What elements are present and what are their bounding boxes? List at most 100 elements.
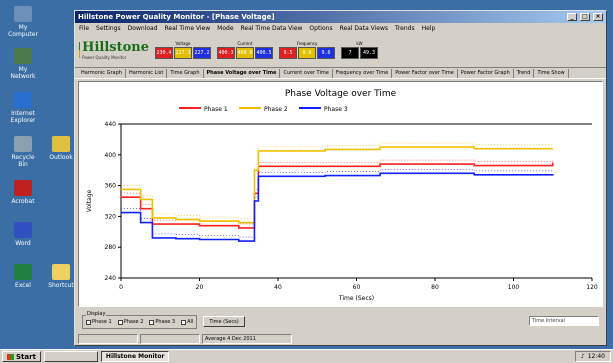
desktop-icon-0[interactable]: My Computer [6,6,40,38]
series-line-1 [121,146,553,224]
meter-group-label: Frequency [296,41,318,46]
meter-readout: 9.6 [317,47,335,59]
checkbox-box[interactable] [86,319,91,325]
meter-readout: 230.4 [155,47,173,59]
tab-9[interactable]: Time Show [534,68,569,78]
status-cell-2 [140,334,200,344]
tab-6[interactable]: Power Factor over Time [392,68,458,78]
menu-item-5[interactable]: Real Time Data View [240,24,303,32]
desktop-app-icon [14,92,32,108]
menu-item-0[interactable]: File [79,24,90,32]
menu-item-3[interactable]: Real Time View [164,24,211,32]
menu-item-2[interactable]: Download [127,24,158,32]
display-checkbox-3[interactable]: All [181,319,193,325]
tab-5[interactable]: Frequency over Time [333,68,393,78]
menu-item-8[interactable]: Trends [395,24,415,32]
checkbox-box[interactable] [117,319,123,325]
time-interval-field[interactable]: Time Interval [529,316,599,326]
maximize-button[interactable]: □ [580,13,590,21]
chart-panel: Phase Voltage over Time Phase 1 Phase 2 Pha… [78,81,603,307]
y-tick-label-2: 320 [105,213,117,220]
logo-icon [79,42,81,58]
tab-7[interactable]: Power Factor Graph [458,68,514,78]
chart-title: Phase Voltage over Time [285,89,397,99]
tab-3[interactable]: Phase Voltage over Time [204,68,281,78]
meter-readout: 400.5 [255,47,273,59]
minimize-button[interactable]: _ [567,13,577,21]
desktop-icon-3[interactable]: Recycle Bin [6,136,40,168]
close-button[interactable]: × [593,13,603,21]
meter-readout: 49.3 [360,47,378,59]
start-button[interactable]: Start [2,351,41,362]
title-bar: Hillstone Power Quality Monitor - [Phase… [75,11,606,23]
checkbox-label: Phase 2 [123,319,144,325]
menu-item-1[interactable]: Settings [96,24,121,32]
desktop-icon-2[interactable]: Internet Explorer [6,92,40,124]
tab-0[interactable]: Harmonic Graph [78,68,126,78]
desktop-app-icon [14,180,32,196]
desktop-icon-label: Acrobat [11,198,35,205]
display-group-title: Display [86,311,107,317]
meter-row: 9.5 9.8 9.6 [279,47,335,59]
tab-4[interactable]: Current over Time [280,68,333,78]
desktop-icon-5[interactable]: Acrobat [6,180,40,205]
menu-item-9[interactable]: Help [421,24,436,32]
display-checkbox-0[interactable]: Phase 1 [86,319,112,325]
start-label: Start [16,352,36,361]
taskbar-button-hillstone[interactable]: Hillstone Monitor [100,351,170,362]
status-cell-3: Average 4 Dec 2011 [202,334,292,344]
checkbox-label: Phase 3 [155,319,176,325]
x-tick-label-0: 0 [119,284,123,291]
display-checkbox-2[interactable]: Phase 3 [149,319,175,325]
y-axis-label: Voltage [86,189,93,212]
checkbox-box[interactable] [181,319,187,325]
tab-2[interactable]: Time Graph [167,68,204,78]
desktop-icon-8[interactable]: Shortcut [44,264,78,289]
display-checkbox-1[interactable]: Phase 2 [117,319,144,325]
time-button[interactable]: Time (Secs) [203,316,245,327]
meter-group-3: kW 7 49.3 [341,41,378,59]
window-title: Hillstone Power Quality Monitor - [Phase… [78,13,275,21]
desktop-icon-4[interactable]: Outlook [44,136,78,161]
meter-readout: 9.5 [279,47,297,59]
desktop-app-icon [14,222,32,238]
meter-group-label: kW [356,41,363,46]
legend-label-1: Phase 2 [264,106,288,113]
meter-readout: 9.8 [298,47,316,59]
meter-readout: 7 [341,47,359,59]
desktop-icon-7[interactable]: Excel [6,264,40,289]
view-tab-bar: Harmonic Graph Harmonic List Time Graph Pha… [75,67,606,79]
desktop-icon-label: Outlook [49,154,73,161]
desktop-icon-label: Shortcut [48,282,74,289]
tab-1[interactable]: Harmonic List [126,68,168,78]
x-tick-label-2: 40 [274,284,282,291]
desktop-icon-6[interactable]: Word [6,222,40,247]
legend-label-0: Phase 1 [204,106,228,113]
menu-item-4[interactable]: Mode [217,24,234,32]
y-tick-label-1: 280 [105,244,117,251]
series-trace-0 [121,158,554,225]
desktop-icon-label: Word [15,240,31,247]
checkbox-box[interactable] [149,319,155,325]
x-tick-label-1: 20 [196,284,204,291]
header-panel: Hillstone Power Quality Monitor Voltage 2… [75,33,606,67]
y-tick-label-0: 240 [105,275,117,282]
desktop-app-icon [14,48,32,64]
desktop-icon-1[interactable]: My Network [6,48,40,80]
desktop-app-icon [52,136,70,152]
desktop-app-icon [14,6,32,22]
app-window: Hillstone Power Quality Monitor - [Phase… [74,10,607,346]
bottom-controls: Display Phase 1 Phase 2 Phase 3 All Time (S… [78,309,603,333]
desktop-icon-label: My Network [10,66,36,80]
meter-readout: 400.0 [236,47,254,59]
menu-item-6[interactable]: Options [309,24,333,32]
taskbar-button-1[interactable] [43,351,98,362]
meter-group-0: Voltage 230.4 227.3 227.2 [155,41,211,59]
x-tick-label-5: 100 [508,284,520,291]
y-tick-label-3: 360 [105,183,117,190]
status-bar: Average 4 Dec 2011 [78,334,603,344]
menu-item-7[interactable]: Real Data Views [339,24,389,32]
taskbar: Start Hillstone Monitor ♪ 12:40 [0,349,613,363]
tab-8[interactable]: Trend [514,68,535,78]
meter-row: 400.3 400.0 400.5 [217,47,273,59]
